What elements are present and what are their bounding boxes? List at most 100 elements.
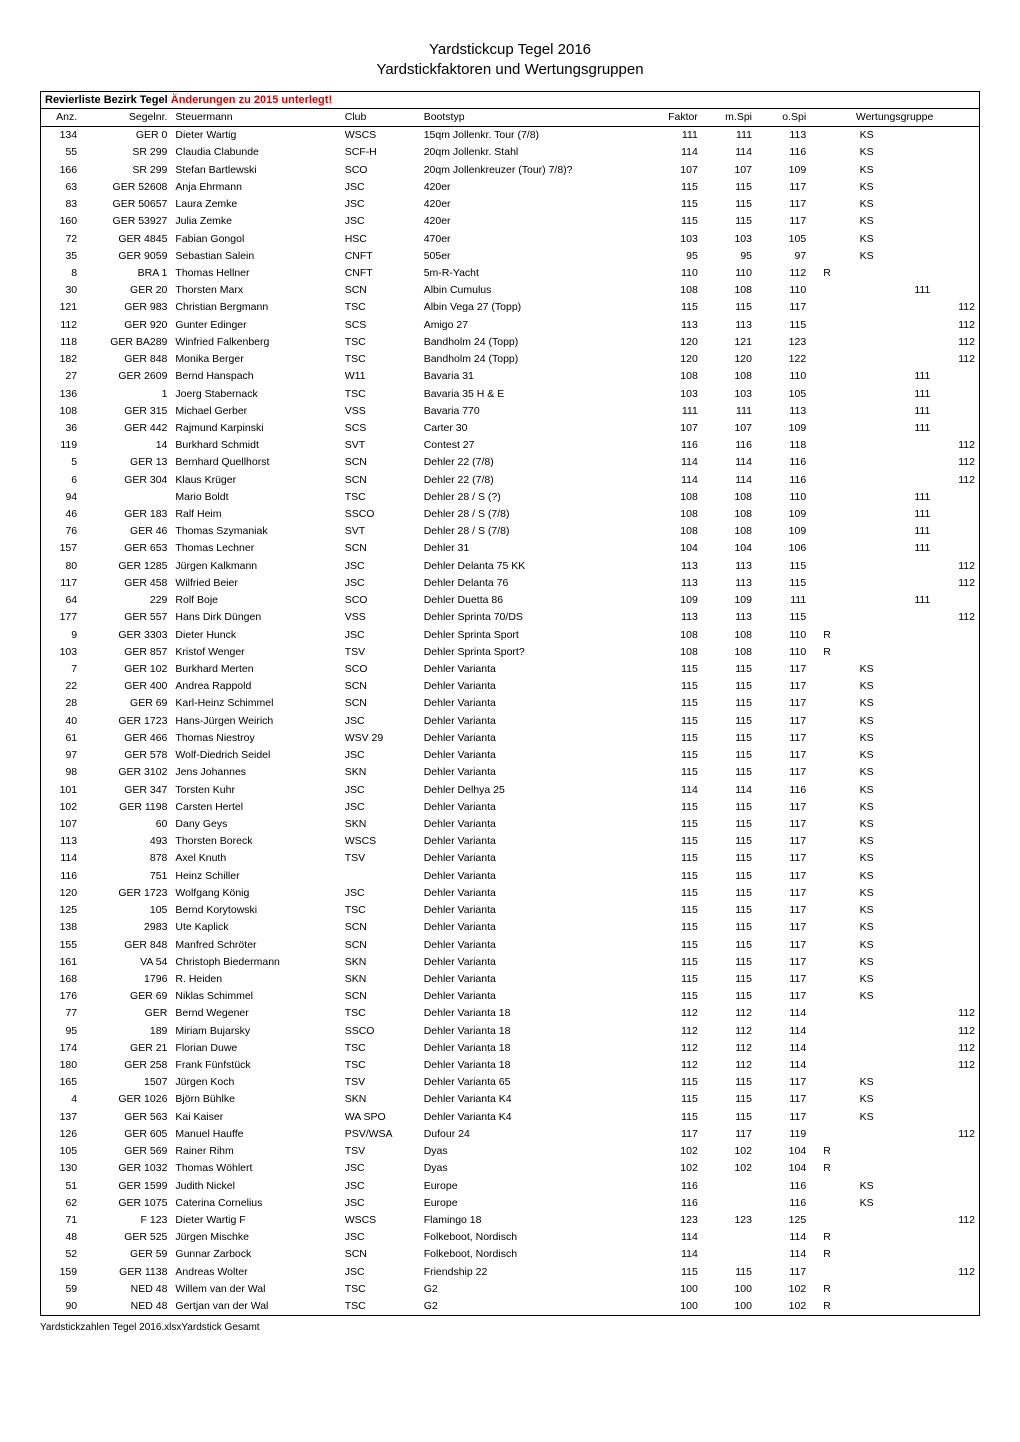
cell-segelnr: GER 578 [81, 747, 171, 764]
table-row: 113493Thorsten BoreckWSCSDehler Varianta… [41, 833, 980, 850]
cell-mspi: 108 [702, 523, 756, 540]
cell-faktor: 120 [645, 334, 701, 351]
cell-wg2: KS [844, 902, 889, 919]
cell-steuermann: Gunnar Zarbock [171, 1246, 340, 1263]
cell-wg2: KS [844, 954, 889, 971]
cell-wg4 [934, 1160, 979, 1177]
cell-steuermann: Andrea Rappold [171, 678, 340, 695]
cell-wg2: KS [844, 799, 889, 816]
cell-wg4 [934, 1091, 979, 1108]
table-row: 1382983Ute KaplickSCNDehler Varianta1151… [41, 919, 980, 936]
cell-faktor: 108 [645, 368, 701, 385]
cell-faktor: 115 [645, 747, 701, 764]
cell-wg4 [934, 695, 979, 712]
cell-wg2: KS [844, 678, 889, 695]
cell-mspi: 112 [702, 1005, 756, 1022]
cell-steuermann: Bernd Korytowski [171, 902, 340, 919]
cell-segelnr: GER 569 [81, 1143, 171, 1160]
cell-wg2 [844, 627, 889, 644]
cell-wg4 [934, 885, 979, 902]
cell-segelnr: GER 50657 [81, 196, 171, 213]
table-row: 180GER 258Frank FünfstückTSCDehler Varia… [41, 1057, 980, 1074]
cell-wg3 [889, 454, 934, 471]
cell-wg4 [934, 248, 979, 265]
table-row: 71F 123Dieter Wartig FWSCSFlamingo 18123… [41, 1212, 980, 1229]
cell-segelnr: GER 848 [81, 351, 171, 368]
cell-steuermann: Laura Zemke [171, 196, 340, 213]
table-row: 130GER 1032Thomas WöhlertJSCDyas10210210… [41, 1160, 980, 1177]
cell-bootstyp: Dehler 28 / S (7/8) [420, 506, 646, 523]
cell-segelnr: GER 466 [81, 730, 171, 747]
cell-mspi: 115 [702, 919, 756, 936]
cell-faktor: 108 [645, 282, 701, 299]
cell-segelnr: 2983 [81, 919, 171, 936]
cell-faktor: 111 [645, 127, 701, 145]
cell-faktor: 115 [645, 919, 701, 936]
cell-wg2 [844, 489, 889, 506]
cell-club: SCO [341, 162, 420, 179]
cell-wg2 [844, 644, 889, 661]
cell-club: JSC [341, 1229, 420, 1246]
cell-segelnr: GER 1723 [81, 885, 171, 902]
cell-wg1 [810, 713, 844, 730]
cell-segelnr: 1 [81, 386, 171, 403]
cell-ospi: 114 [756, 1023, 810, 1040]
cell-anz: 97 [41, 747, 82, 764]
cell-faktor: 110 [645, 265, 701, 282]
cell-anz: 159 [41, 1264, 82, 1281]
cell-mspi: 113 [702, 317, 756, 334]
cell-steuermann: Carsten Hertel [171, 799, 340, 816]
cell-anz: 119 [41, 437, 82, 454]
cell-mspi: 115 [702, 678, 756, 695]
cell-club: JSC [341, 747, 420, 764]
cell-wg4 [934, 403, 979, 420]
cell-bootstyp: Dehler 31 [420, 540, 646, 557]
cell-wg4 [934, 592, 979, 609]
cell-mspi: 114 [702, 782, 756, 799]
cell-segelnr: 493 [81, 833, 171, 850]
table-row: 121GER 983Christian BergmannTSCAlbin Veg… [41, 299, 980, 316]
cell-club: HSC [341, 231, 420, 248]
cell-wg2 [844, 317, 889, 334]
cell-steuermann: Monika Berger [171, 351, 340, 368]
cell-club: JSC [341, 1195, 420, 1212]
cell-faktor: 123 [645, 1212, 701, 1229]
cell-club: VSS [341, 403, 420, 420]
cell-mspi: 115 [702, 196, 756, 213]
cell-club: SKN [341, 1091, 420, 1108]
cell-steuermann: Wilfried Beier [171, 575, 340, 592]
cell-mspi: 115 [702, 902, 756, 919]
cell-club: SVT [341, 523, 420, 540]
table-row: 98GER 3102Jens JohannesSKNDehler Variant… [41, 764, 980, 781]
cell-segelnr: GER 52608 [81, 179, 171, 196]
cell-wg4 [934, 816, 979, 833]
cell-wg1 [810, 609, 844, 626]
cell-wg4 [934, 386, 979, 403]
cell-steuermann: Sebastian Salein [171, 248, 340, 265]
cell-bootstyp: 5m-R-Yacht [420, 265, 646, 282]
cell-club: TSC [341, 351, 420, 368]
cell-wg3 [889, 971, 934, 988]
footer: Yardstickzahlen Tegel 2016.xlsxYardstick… [40, 1322, 980, 1333]
cell-anz: 126 [41, 1126, 82, 1143]
cell-wg1 [810, 558, 844, 575]
table-body: 134GER 0Dieter WartigWSCS15qm Jollenkr. … [41, 127, 980, 1316]
cell-bootstyp: Dehler Delanta 76 [420, 575, 646, 592]
cell-faktor: 103 [645, 386, 701, 403]
cell-wg1 [810, 248, 844, 265]
table-row: 120GER 1723Wolfgang KönigJSCDehler Varia… [41, 885, 980, 902]
cell-ospi: 117 [756, 799, 810, 816]
cell-wg1 [810, 954, 844, 971]
cell-wg1 [810, 833, 844, 850]
cell-wg3 [889, 265, 934, 282]
cell-bootstyp: Dehler Varianta [420, 816, 646, 833]
cell-wg1 [810, 1023, 844, 1040]
cell-wg4 [934, 179, 979, 196]
title-line-1: Yardstickcup Tegel 2016 [40, 40, 980, 60]
cell-ospi: 110 [756, 489, 810, 506]
cell-wg3 [889, 833, 934, 850]
cell-steuermann: Dany Geys [171, 816, 340, 833]
cell-ospi: 117 [756, 988, 810, 1005]
cell-ospi: 114 [756, 1040, 810, 1057]
table-row: 8BRA 1Thomas HellnerCNFT5m-R-Yacht110110… [41, 265, 980, 282]
